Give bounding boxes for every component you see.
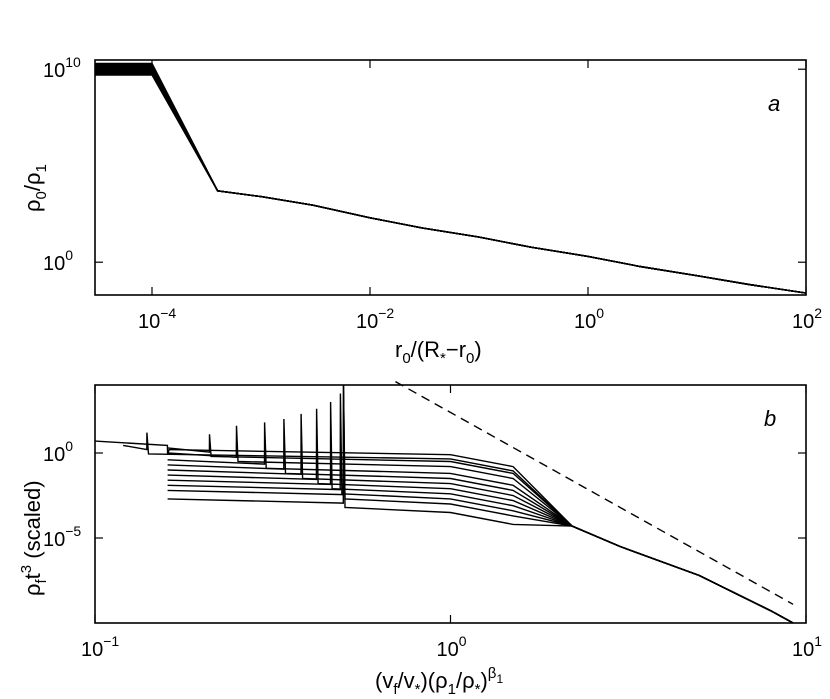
panel-b-series-line [167,393,794,624]
panel-a-series-line [95,62,807,294]
panel-b-curves [94,380,794,624]
panel-a-xtick-label: 100 [574,305,604,333]
panel-a-series-line [95,74,807,294]
panel-b-ytick-label: 100 [43,438,73,466]
panel-a-xtick-label: 102 [792,305,822,333]
panel-a-xtick-label: 10−4 [138,305,176,333]
panel-b-series-line [94,440,794,624]
panel-a-ytick-label: 1010 [43,54,81,82]
panel-b-series-line [167,408,794,624]
panel-b-series-line [122,432,794,624]
panel-a-series-line [95,63,807,294]
panel-b-dashed-reference-line [395,380,794,605]
panel-a-series-line [95,65,807,294]
panel-a-series-line [95,66,807,294]
panel-b: 10−1 100 101 100 10−5 b (vf/v*)(ρ1/ρ*)β1 ρft… [18,380,822,698]
panel-b-xtick-label: 10−1 [81,633,119,661]
panel-a-ticks: 10−4 10−2 100 102 100 1010 [43,54,822,333]
panel-b-series-line [167,401,794,624]
panel-b-series-line [167,418,794,624]
panel-b-ylabel: ρft3 (scaled) [18,480,50,596]
panel-a-xlabel: r0/(R*−r0) [395,337,482,367]
panel-b-ytick-label: 10−5 [43,523,81,551]
panel-a-frame [94,59,807,296]
panel-b-xtick-label: 100 [437,633,467,661]
panel-a-letter: a [768,91,780,116]
panel-b-xtick-label: 101 [792,633,822,661]
panel-a-series-line [95,69,807,294]
panel-b-series-line [167,422,794,624]
panel-b-xlabel: (vf/v*)(ρ1/ρ*)β1 [375,665,503,698]
panel-a-series-line [95,67,807,294]
panel-a-ytick-label: 100 [43,247,73,275]
panel-a-series-line [95,68,807,294]
panel-a-series-line [95,70,807,294]
panel-a-series-line [95,64,807,294]
panel-a-series-line [95,72,807,294]
panel-b-ticks: 10−1 100 101 100 10−5 [43,385,822,661]
panel-a: 10−4 10−2 100 102 100 1010 a r0/(R*−r0) ρ0/ρ1 [20,54,822,367]
panel-a-series-line [95,69,807,294]
panel-a-curves [95,62,807,294]
panel-b-letter: b [764,406,776,431]
panel-a-series-line [95,73,807,294]
panel-a-series-line [95,71,807,294]
panel-a-xtick-label: 10−2 [356,305,394,333]
panel-b-series-line [167,384,794,624]
panel-a-ylabel: ρ0/ρ1 [20,164,50,212]
